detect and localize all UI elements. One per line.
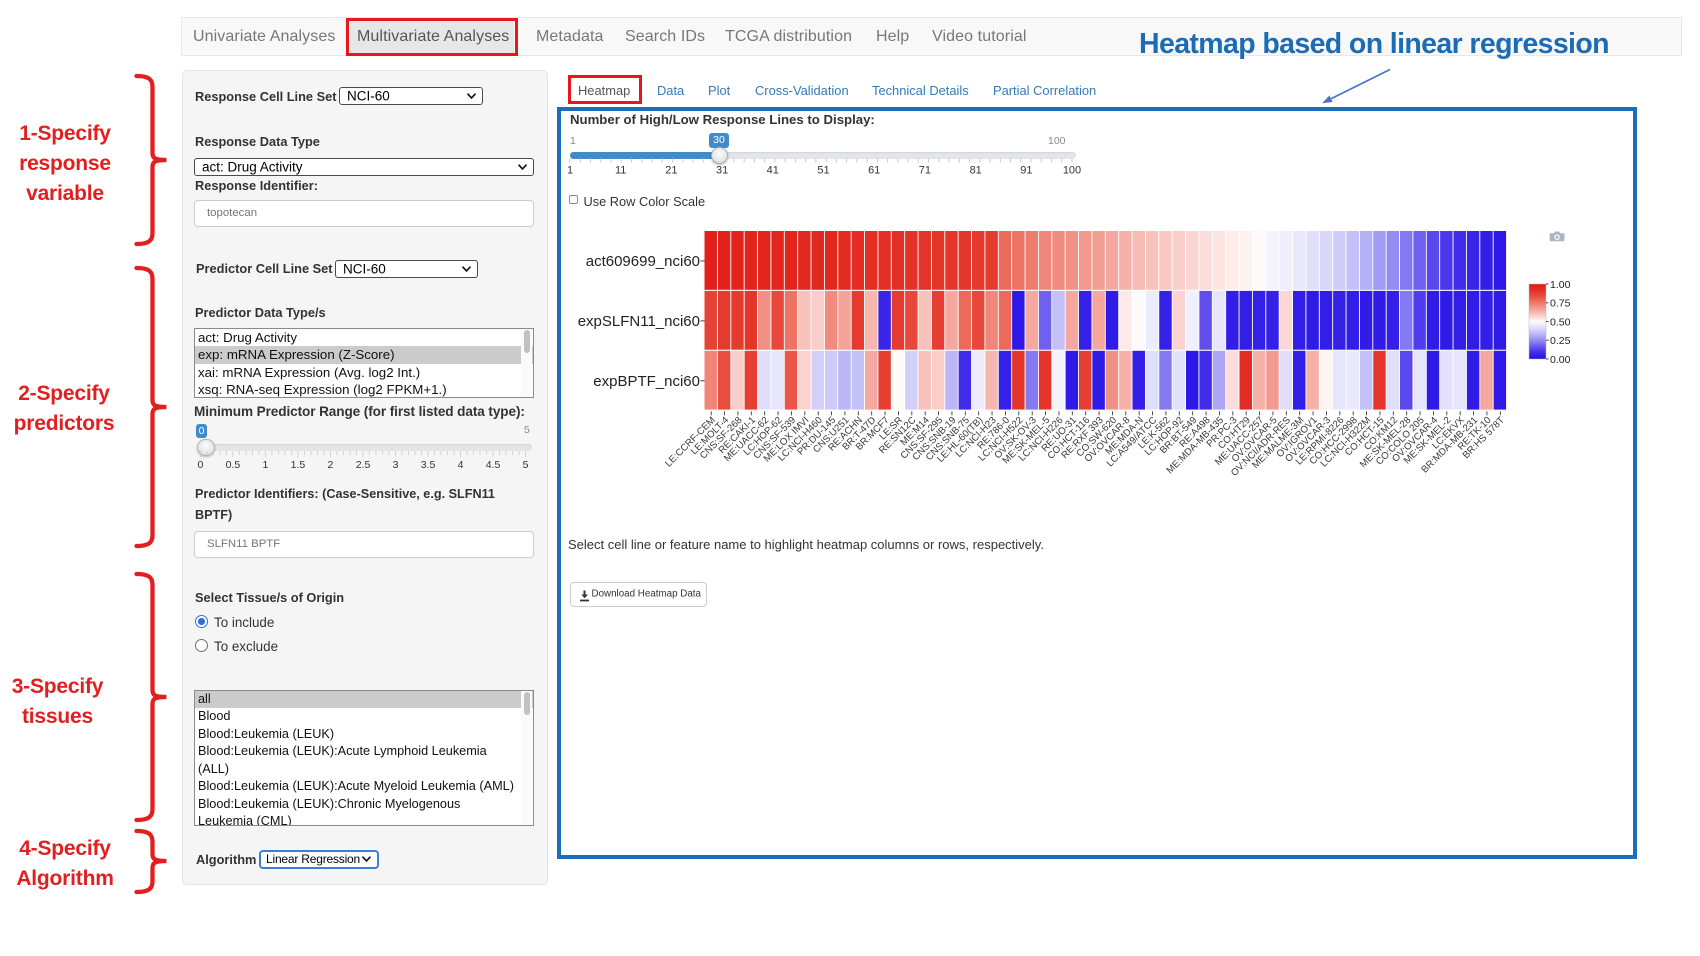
svg-text:1.5: 1.5 [291,459,306,471]
svg-text:2: 2 [327,459,333,471]
svg-text:51: 51 [817,165,829,177]
svg-text:0.75: 0.75 [1550,298,1571,310]
svg-text:4.5: 4.5 [486,459,501,471]
svg-text:71: 71 [919,165,931,177]
svg-text:41: 41 [767,165,779,177]
svg-text:4: 4 [458,459,464,471]
svg-text:91: 91 [1020,165,1032,177]
svg-text:0.5: 0.5 [226,459,241,471]
svg-text:81: 81 [970,165,982,177]
svg-text:100: 100 [1063,165,1081,177]
svg-text:5: 5 [523,459,529,471]
svg-text:3: 3 [393,459,399,471]
svg-text:31: 31 [716,165,728,177]
svg-text:act609699_nci60: act609699_nci60 [586,253,700,270]
svg-text:1: 1 [567,165,573,177]
svg-text:expSLFN11_nci60: expSLFN11_nci60 [578,313,700,330]
svg-text:11: 11 [615,165,626,177]
svg-text:21: 21 [665,165,677,177]
svg-text:1.00: 1.00 [1550,279,1571,291]
svg-text:0.25: 0.25 [1550,335,1571,347]
svg-text:0: 0 [197,459,203,471]
svg-text:2.5: 2.5 [356,459,371,471]
svg-text:3.5: 3.5 [421,459,436,471]
svg-text:0.50: 0.50 [1550,316,1571,328]
svg-text:1: 1 [262,459,268,471]
svg-text:expBPTF_nci60: expBPTF_nci60 [593,373,700,390]
svg-text:61: 61 [868,165,880,177]
svg-text:0.00: 0.00 [1550,354,1571,366]
